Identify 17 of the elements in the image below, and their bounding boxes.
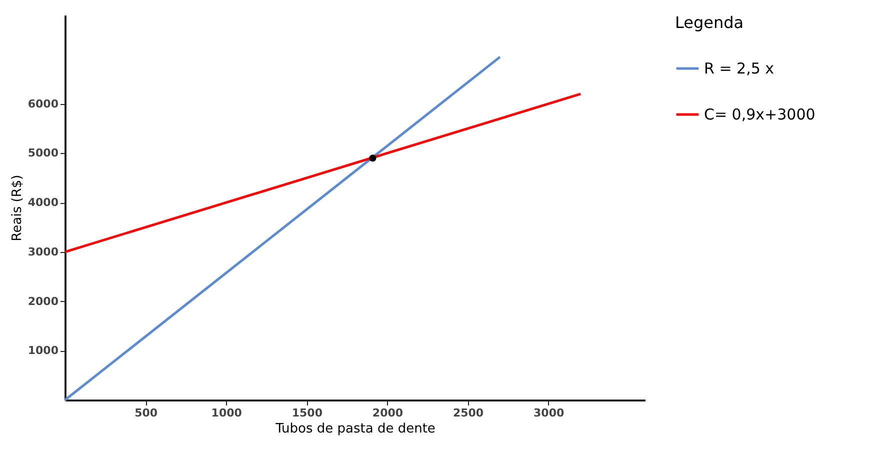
y-tick-label: 1000 [28, 344, 59, 358]
y-tick-label: 6000 [28, 97, 59, 110]
x-tick-label: 3000 [534, 406, 564, 420]
x-tick-label: 1000 [211, 406, 242, 420]
y-tick-label: 5000 [28, 146, 59, 160]
y-tick-label: 3000 [28, 245, 59, 258]
x-tick-label: 2500 [452, 406, 484, 420]
y-tick-label: 4000 [28, 196, 59, 210]
legend-title: Legenda [675, 13, 744, 32]
x-tick-label: 500 [134, 406, 158, 420]
legend-label: R = 2,5 x [704, 60, 774, 78]
y-tick-label: 2000 [28, 294, 59, 308]
legend-label: C= 0,9x+3000 [704, 106, 816, 124]
x-tick-label: 2000 [372, 406, 404, 420]
y-axis-title: Reais (R$) [10, 174, 25, 242]
x-tick-label: 1500 [292, 406, 323, 420]
x-axis-title: Tubos de pasta de dente [274, 422, 436, 436]
